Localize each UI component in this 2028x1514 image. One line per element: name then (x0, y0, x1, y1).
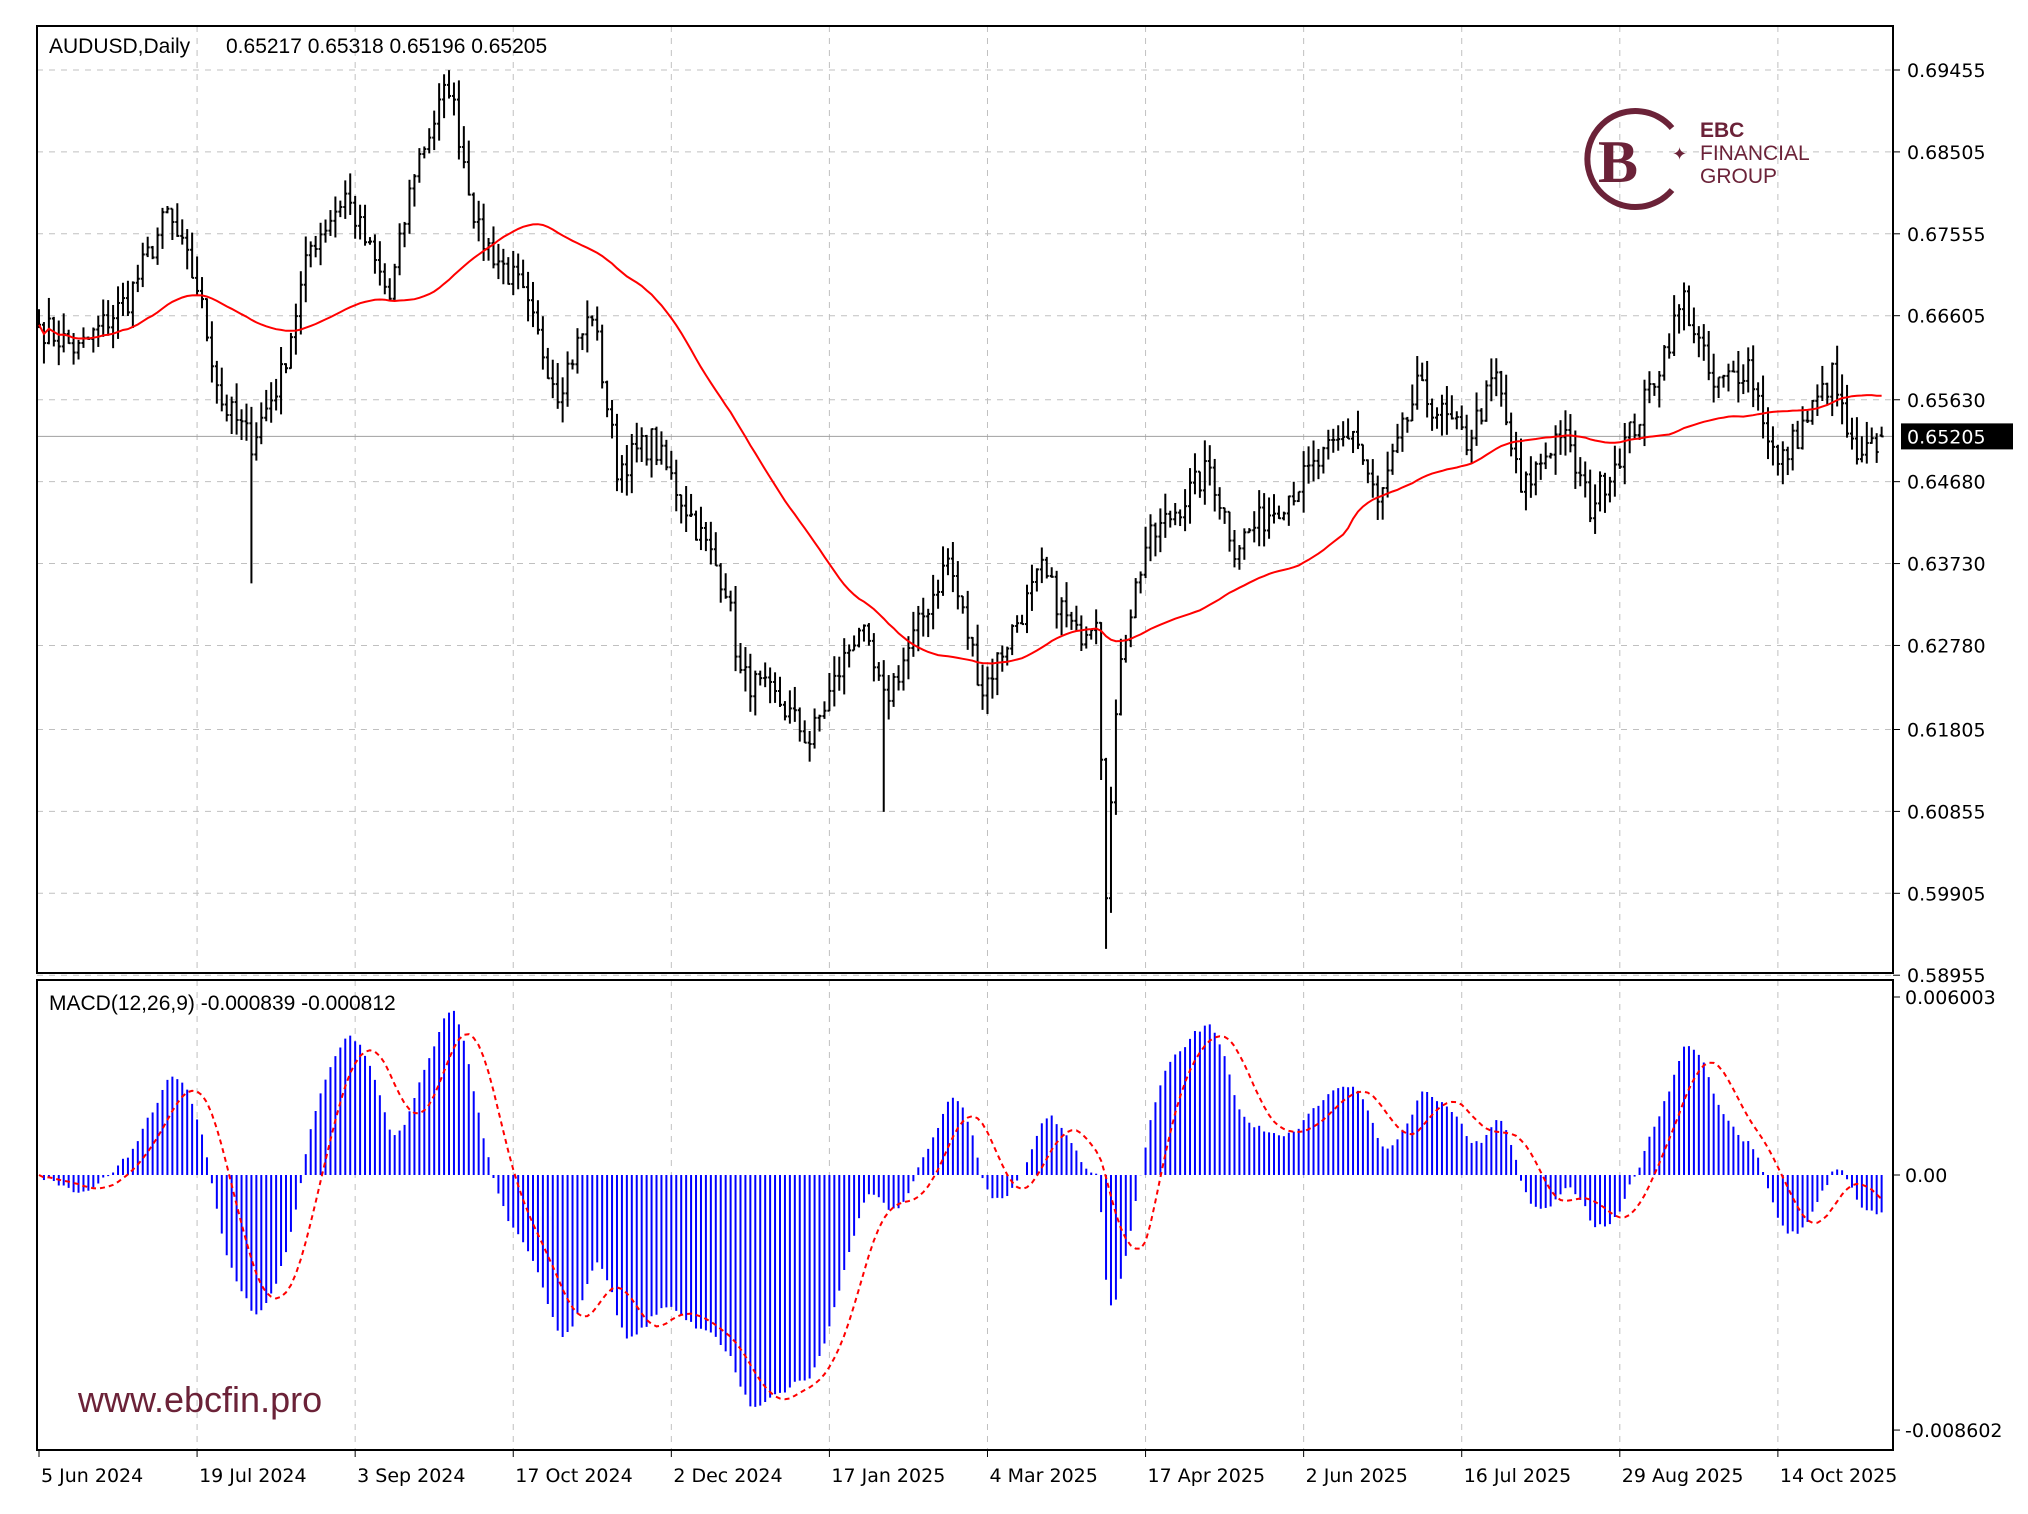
x-tick-label: 2 Jun 2025 (1306, 1465, 1408, 1487)
macd-tick-label: 0.006003 (1905, 987, 1996, 1009)
y-tick-label: 0.62780 (1907, 635, 1986, 657)
x-tick-label: 17 Jan 2025 (831, 1465, 945, 1487)
y-tick-label: 0.58955 (1907, 965, 1986, 987)
y-tick-label: 0.65630 (1907, 390, 1986, 412)
ma-line (38, 223, 1882, 665)
y-tick-label: 0.68505 (1907, 142, 1986, 164)
time-axis: 5 Jun 2024 19 Jul 2024 3 Sep 2024 17 Oct 20… (38, 1450, 1897, 1487)
symbol-label: AUDUSD,Daily (49, 35, 191, 58)
y-tick-label: 0.69455 (1907, 60, 1986, 82)
y-tick-label: 0.61805 (1907, 720, 1986, 742)
moving-average-line (38, 223, 1882, 665)
x-tick-label: 4 Mar 2025 (989, 1465, 1097, 1487)
macd-tick-label: -0.008602 (1905, 1420, 2003, 1442)
y-tick-label: 0.60855 (1907, 801, 1986, 823)
macd-tick-label: 0.00 (1905, 1165, 1947, 1187)
x-tick-label: 17 Apr 2025 (1148, 1465, 1265, 1487)
current-price-box (1901, 423, 2013, 450)
y-tick-label: 0.66605 (1907, 306, 1986, 328)
price-axis: 0.69455 0.68505 0.67555 0.66605 0.65630 0.646… (1893, 60, 2013, 987)
ohlc-bars (37, 70, 1884, 949)
main-pane-frame (36, 25, 1894, 974)
x-tick-label: 14 Oct 2025 (1780, 1465, 1897, 1487)
macd-histogram (42, 1010, 1883, 1407)
current-price-label: 0.65205 (1907, 426, 1986, 448)
svg-text:GROUP: GROUP (1700, 165, 1777, 188)
x-tick-label: 17 Oct 2024 (515, 1465, 632, 1487)
website-watermark: www.ebcfin.pro (77, 1379, 322, 1420)
ohlc-readout: 0.65217 0.65318 0.65196 0.65205 (226, 35, 547, 58)
x-tick-label: 5 Jun 2024 (41, 1465, 143, 1487)
x-tick-label: 19 Jul 2024 (199, 1465, 307, 1487)
x-tick-label: 29 Aug 2025 (1622, 1465, 1744, 1487)
x-tick-label: 16 Jul 2025 (1464, 1465, 1572, 1487)
grid (37, 26, 1893, 1450)
y-tick-label: 0.64680 (1907, 472, 1986, 494)
macd-label: MACD(12,26,9) -0.000839 -0.000812 (49, 992, 396, 1015)
ebc-logo: B ✦ EBC FINANCIAL GROUP (1584, 108, 1810, 210)
y-tick-label: 0.67555 (1907, 224, 1986, 246)
y-tick-label: 0.59905 (1907, 883, 1986, 905)
y-tick-label: 0.63730 (1907, 554, 1986, 576)
macd-pane-frame (36, 979, 1894, 1451)
macd-axis: 0.006003 0.00 -0.008602 (1893, 987, 2003, 1442)
x-tick-label: 2 Dec 2024 (673, 1465, 782, 1487)
svg-text:✦: ✦ (1672, 144, 1687, 164)
svg-text:EBC: EBC (1700, 119, 1744, 142)
svg-text:FINANCIAL: FINANCIAL (1700, 142, 1810, 165)
x-tick-label: 3 Sep 2024 (357, 1465, 465, 1487)
svg-text:B: B (1598, 129, 1638, 195)
